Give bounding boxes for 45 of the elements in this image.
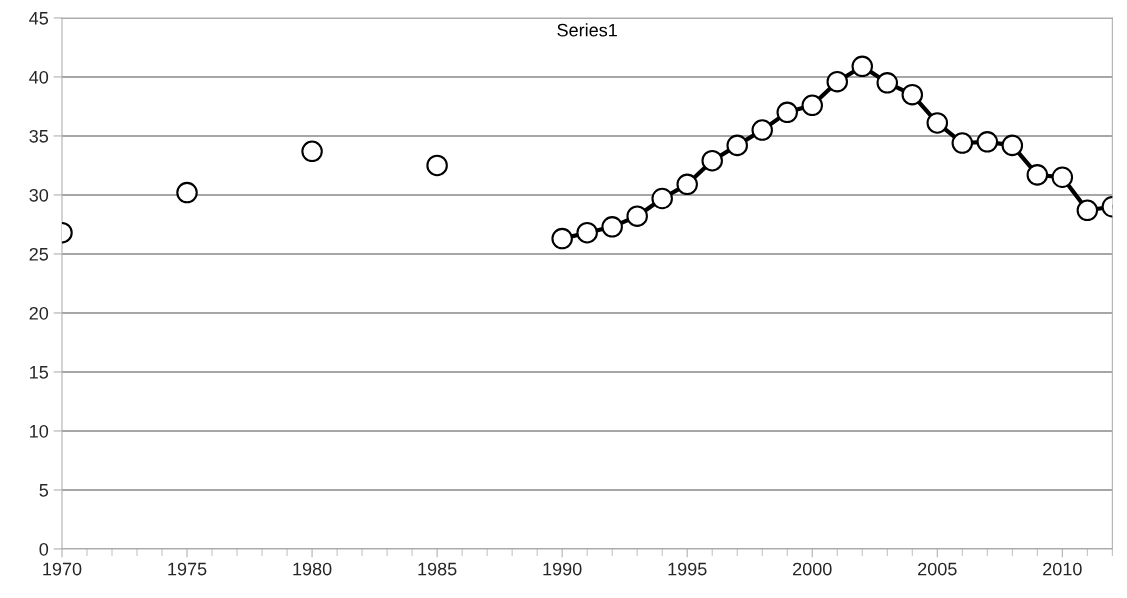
y-tick-label: 35 [29, 129, 49, 143]
y-tick-label: 20 [29, 306, 49, 320]
point [601, 216, 623, 238]
y-tick-label: 5 [39, 484, 49, 497]
point [976, 131, 999, 153]
point [951, 132, 974, 154]
x-tick-label: 1975 [168, 562, 207, 576]
point [876, 72, 899, 94]
y-tick-label: 0 [39, 542, 49, 556]
point [776, 101, 798, 124]
point [426, 154, 448, 177]
point [576, 221, 598, 244]
point [826, 70, 849, 93]
point [701, 149, 723, 172]
y-tick-label: 10 [30, 424, 49, 438]
point [551, 227, 573, 250]
point [901, 83, 924, 106]
point [1051, 166, 1074, 189]
y-tick-label: 15 [30, 366, 49, 379]
point [676, 173, 698, 196]
x-tick-label: 2010 [1043, 562, 1082, 576]
point [751, 119, 773, 141]
y-tick-label: 30 [29, 188, 49, 202]
point [651, 187, 673, 210]
point [851, 55, 874, 78]
point [301, 140, 323, 163]
point [1076, 199, 1099, 222]
x-tick-label: 2000 [793, 562, 832, 576]
y-tick-label: 25 [29, 247, 49, 261]
x-tick-label: 2005 [918, 562, 957, 576]
point [801, 94, 824, 117]
point [176, 181, 198, 204]
y-tick-label: 40 [29, 70, 49, 84]
point [926, 112, 949, 134]
text: Series1 [557, 23, 617, 37]
x-tick-label: 1990 [543, 562, 582, 576]
x-tick-label: 1995 [668, 562, 707, 576]
y-tick-label: 45 [29, 12, 49, 25]
x-tick-label: 1980 [293, 562, 332, 576]
point [1001, 134, 1024, 157]
x-tick-label: 1970 [43, 562, 82, 576]
point [626, 205, 648, 227]
x-tick-label: 1985 [418, 562, 457, 576]
point [1026, 164, 1049, 186]
point [726, 134, 748, 157]
